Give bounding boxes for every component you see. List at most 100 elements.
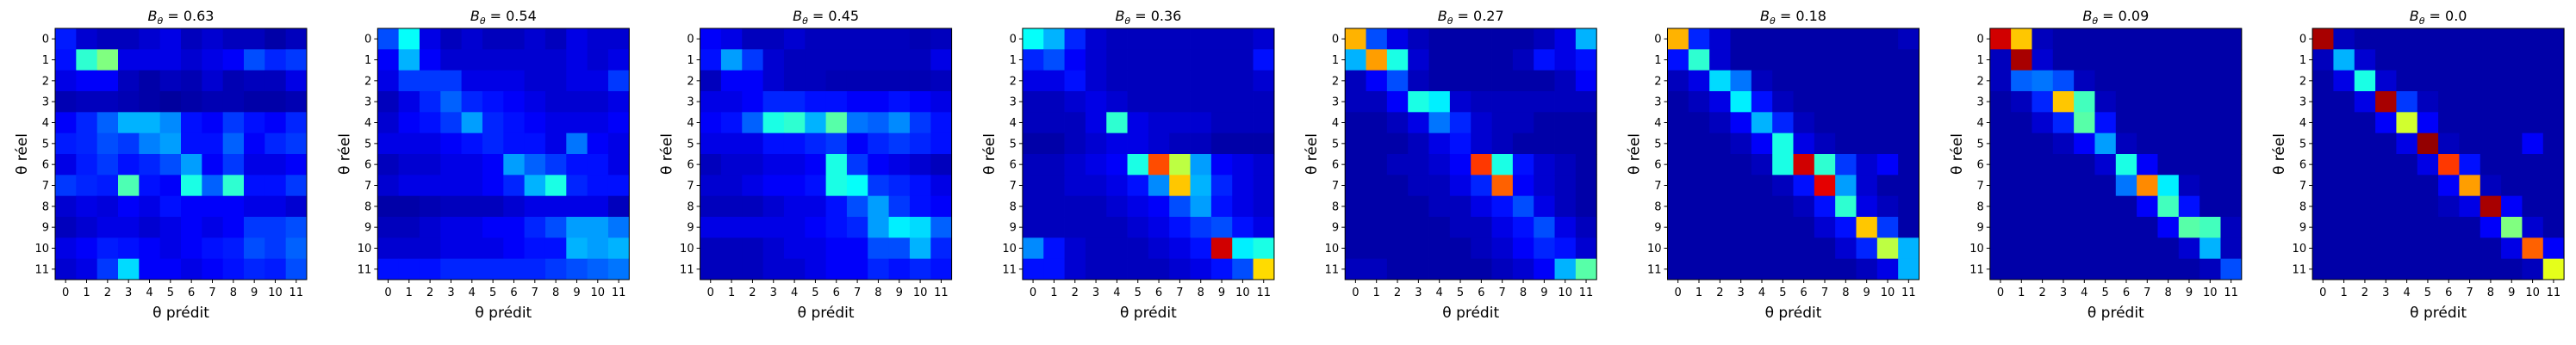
heatmap-cell — [2522, 237, 2544, 260]
heatmap-cell — [587, 112, 609, 134]
heatmap-cell — [1253, 132, 1275, 155]
heatmap-cell — [1898, 70, 1920, 92]
heatmap-cell — [55, 195, 77, 218]
y-tick-label: 7 — [42, 180, 49, 193]
heatmap-cell — [139, 112, 161, 134]
heatmap-cell — [1449, 132, 1472, 155]
heatmap-cell — [2459, 70, 2481, 92]
heatmap-cell — [1688, 154, 1710, 176]
heatmap-cell — [762, 237, 785, 260]
heatmap-cell — [544, 132, 567, 155]
heatmap-cell — [202, 237, 224, 260]
x-tick-label: 9 — [573, 286, 580, 299]
heatmap-cell — [377, 237, 400, 260]
heatmap-cell — [2137, 237, 2158, 260]
plot-frame — [1022, 28, 1275, 280]
heatmap-cell — [377, 132, 400, 155]
heatmap-cell — [2074, 175, 2095, 197]
heatmap-cell — [2417, 217, 2439, 238]
heatmap-cell — [1085, 175, 1107, 197]
heatmap-cell — [1449, 91, 1472, 113]
heatmap-cell — [1491, 195, 1514, 218]
heatmap-cell — [762, 258, 785, 280]
heatmap-cell — [2459, 217, 2481, 238]
heatmap-cell — [503, 217, 526, 238]
heatmap-cell — [1751, 28, 1773, 50]
heatmap-cell — [1856, 258, 1878, 280]
heatmap-cell — [1449, 258, 1472, 280]
heatmap-cell — [2032, 28, 2054, 50]
heatmap-cell — [1772, 112, 1794, 134]
heatmap-cell — [805, 175, 826, 197]
heatmap-cell — [2375, 195, 2397, 218]
x-tick-label: 0 — [1030, 286, 1036, 299]
heatmap-cell — [1835, 258, 1857, 280]
heatmap-cell — [419, 132, 441, 155]
heatmap-cell — [607, 91, 630, 113]
heatmap-cell — [2115, 217, 2137, 238]
heatmap-cell — [440, 175, 463, 197]
heatmap-cell — [566, 195, 588, 218]
heatmap-cell — [2312, 195, 2334, 218]
heatmap-cell — [2480, 91, 2502, 113]
heatmap-cell — [244, 28, 265, 50]
heatmap-cell — [482, 195, 504, 218]
heatmap-cell — [1085, 237, 1107, 260]
heatmap-cell — [1232, 49, 1254, 71]
heatmap-cell — [1253, 112, 1275, 134]
heatmap-cell — [398, 112, 420, 134]
heatmap-cell — [118, 132, 140, 155]
heatmap-cell — [2438, 70, 2460, 92]
heatmap-cell — [461, 132, 483, 155]
heatmap-cell — [846, 237, 868, 260]
heatmap-cell — [1856, 237, 1878, 260]
heatmap-cell — [930, 70, 952, 92]
heatmap-cell — [2200, 217, 2221, 238]
heatmap-cell — [2094, 28, 2117, 50]
x-tick-label: 8 — [874, 286, 881, 299]
heatmap-cell — [720, 237, 743, 260]
heatmap-cell — [805, 258, 826, 280]
heatmap-cell — [461, 195, 483, 218]
heatmap-cell — [1814, 70, 1836, 92]
heatmap-cell — [1772, 132, 1794, 155]
y-axis-label: θ réel — [1627, 133, 1644, 175]
heatmap-cell — [566, 70, 588, 92]
heatmap-cell — [1366, 112, 1388, 134]
y-tick-label: 8 — [1332, 200, 1339, 213]
plot-frame — [1989, 28, 2243, 280]
heatmap-cell — [2032, 91, 2054, 113]
heatmap-cell — [1856, 112, 1878, 134]
heatmap-cell — [2137, 175, 2158, 197]
x-tick-label: 2 — [2361, 286, 2368, 299]
heatmap-cell — [55, 112, 77, 134]
heatmap-cell — [1751, 217, 1773, 238]
heatmap-cell — [888, 70, 911, 92]
heatmap-cell — [1751, 237, 1773, 260]
heatmap-cell — [2501, 237, 2523, 260]
heatmap-cell — [544, 175, 567, 197]
heatmap-cell — [1169, 175, 1191, 197]
heatmap-cell — [544, 217, 567, 238]
heatmap-cell — [1835, 70, 1857, 92]
heatmap-cell — [503, 237, 526, 260]
heatmap-cell — [2011, 217, 2032, 238]
heatmap-cell — [825, 217, 848, 238]
heatmap-cell — [1232, 91, 1254, 113]
heatmap-cell — [1876, 132, 1899, 155]
heatmap-cell — [2542, 112, 2565, 134]
heatmap-cell — [1876, 237, 1899, 260]
heatmap-cell — [1386, 91, 1409, 113]
heatmap-cell — [398, 258, 420, 280]
heatmap-cell — [783, 132, 806, 155]
heatmap-cell — [264, 217, 287, 238]
heatmap-cell — [2157, 195, 2180, 218]
heatmap-cell — [1169, 217, 1191, 238]
heatmap-cell — [1491, 175, 1514, 197]
heatmap-cell — [868, 154, 889, 176]
heatmap-cell — [1449, 70, 1472, 92]
heatmap-cell — [1127, 132, 1149, 155]
heatmap-cell — [2312, 154, 2334, 176]
y-tick-label: 1 — [1010, 54, 1017, 67]
heatmap-cell — [440, 195, 463, 218]
